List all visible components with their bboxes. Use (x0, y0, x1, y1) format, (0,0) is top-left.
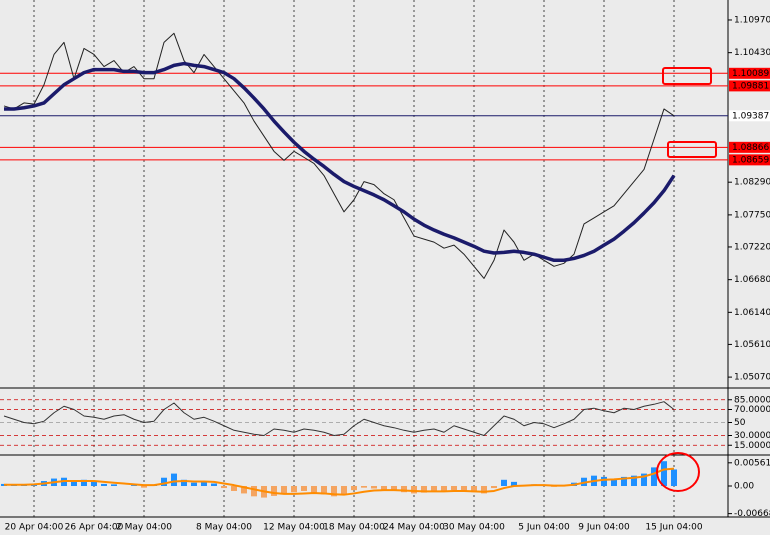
histogram-bar (91, 481, 97, 486)
x-tick-label: 15 Jun 04:00 (645, 523, 702, 533)
price-level-label: 1.09387 (732, 111, 769, 121)
histogram-bar (431, 486, 437, 492)
price-level-label: 1.09881 (732, 81, 769, 91)
y-tick-label: 1.05610 (734, 340, 770, 350)
histogram-bar (291, 486, 297, 493)
y-tick-label: 70.0000 (734, 405, 770, 415)
histogram-bar (231, 486, 237, 491)
histogram-bar (511, 481, 517, 486)
price-level-label: 1.08866 (732, 143, 769, 153)
histogram-bar (131, 485, 137, 486)
y-tick-label: 0.005612 (734, 458, 770, 468)
histogram-bar (181, 479, 187, 486)
price-label-box (729, 154, 770, 166)
histogram-bar (441, 486, 447, 491)
y-tick-label: -0.006684 (734, 509, 770, 519)
histogram-bar (451, 486, 457, 491)
x-tick-label: 24 May 04:00 (383, 523, 445, 533)
y-tick-label: 1.10430 (734, 48, 770, 58)
annotation-box (662, 67, 712, 85)
annotation-box (667, 141, 717, 158)
histogram-bar (641, 473, 647, 486)
histogram-bar (421, 486, 427, 493)
x-tick-label: 5 Jun 04:00 (518, 523, 570, 533)
histogram-bar (101, 483, 107, 486)
histogram-bar (251, 486, 257, 497)
histogram-bar (191, 482, 197, 486)
price-level-label: 1.10089 (732, 69, 769, 79)
x-tick-label: 9 Jun 04:00 (578, 523, 630, 533)
histogram-bar (631, 475, 637, 486)
x-tick-label: 2 May 04:00 (116, 523, 172, 533)
y-tick-label: 0.00 (734, 482, 754, 492)
histogram-bar (381, 486, 387, 491)
y-tick-label: 1.06140 (734, 308, 770, 318)
histogram-bar (671, 469, 677, 486)
histogram-bar (71, 481, 77, 486)
x-tick-label: 8 May 04:00 (196, 523, 252, 533)
histogram-bar (281, 486, 287, 495)
histogram-bar (211, 483, 217, 486)
histogram-bar (111, 484, 117, 486)
price-label-box (729, 80, 770, 92)
histogram-bar (601, 476, 607, 486)
histogram-bar (661, 461, 667, 486)
histogram-bar (271, 486, 277, 496)
histogram-bar (501, 479, 507, 486)
x-tick-label: 26 Apr 04:00 (65, 523, 124, 533)
series-line (4, 467, 675, 496)
histogram-bar (621, 476, 627, 486)
x-tick-label: 12 May 04:00 (263, 523, 325, 533)
y-tick-label: 15.0000 (734, 441, 770, 451)
histogram-bar (321, 486, 327, 495)
histogram-bar (221, 486, 227, 489)
series-line (4, 61, 676, 263)
y-tick-label: 1.10970 (734, 15, 770, 25)
y-tick-label: 85.0000 (734, 395, 770, 405)
y-tick-label: 1.08290 (734, 178, 770, 188)
histogram-bar (141, 486, 147, 488)
histogram-bar (651, 467, 657, 486)
histogram-bar (461, 486, 467, 491)
x-tick-label: 30 May 04:00 (443, 523, 505, 533)
histogram-bar (481, 486, 487, 494)
histogram-bar (81, 479, 87, 486)
y-tick-label: 1.07750 (734, 210, 770, 220)
series-line (3, 32, 675, 279)
histogram-bar (391, 486, 397, 491)
price-label-box (729, 67, 770, 79)
histogram-bar (351, 486, 357, 491)
histogram-bar (201, 481, 207, 486)
x-tick-label: 20 Apr 04:00 (5, 523, 64, 533)
y-tick-label: 50 (734, 418, 746, 428)
y-tick-label: 1.05070 (734, 373, 770, 383)
histogram-bar (241, 486, 247, 494)
y-tick-label: 30.0000 (734, 431, 770, 441)
histogram-bar (171, 473, 177, 486)
histogram-bar (471, 486, 477, 493)
histogram-bar (311, 486, 317, 493)
price-label-box (729, 110, 770, 122)
y-tick-label: 1.06680 (734, 275, 770, 285)
histogram-bar (341, 486, 347, 496)
histogram-bar (411, 486, 417, 494)
price-level-label: 1.08659 (732, 155, 769, 165)
x-tick-label: 18 May 04:00 (323, 523, 385, 533)
histogram-bar (611, 478, 617, 486)
histogram-bar (371, 486, 377, 489)
histogram-bar (161, 477, 167, 486)
y-tick-label: 1.07220 (734, 242, 770, 252)
histogram-bar (361, 486, 367, 488)
histogram-bar (331, 486, 337, 497)
histogram-bar (491, 486, 497, 489)
price-label-box (729, 141, 770, 153)
series-line (3, 401, 675, 436)
annotation-circle (656, 452, 700, 492)
histogram-bar (301, 486, 307, 491)
histogram-bar (401, 486, 407, 493)
